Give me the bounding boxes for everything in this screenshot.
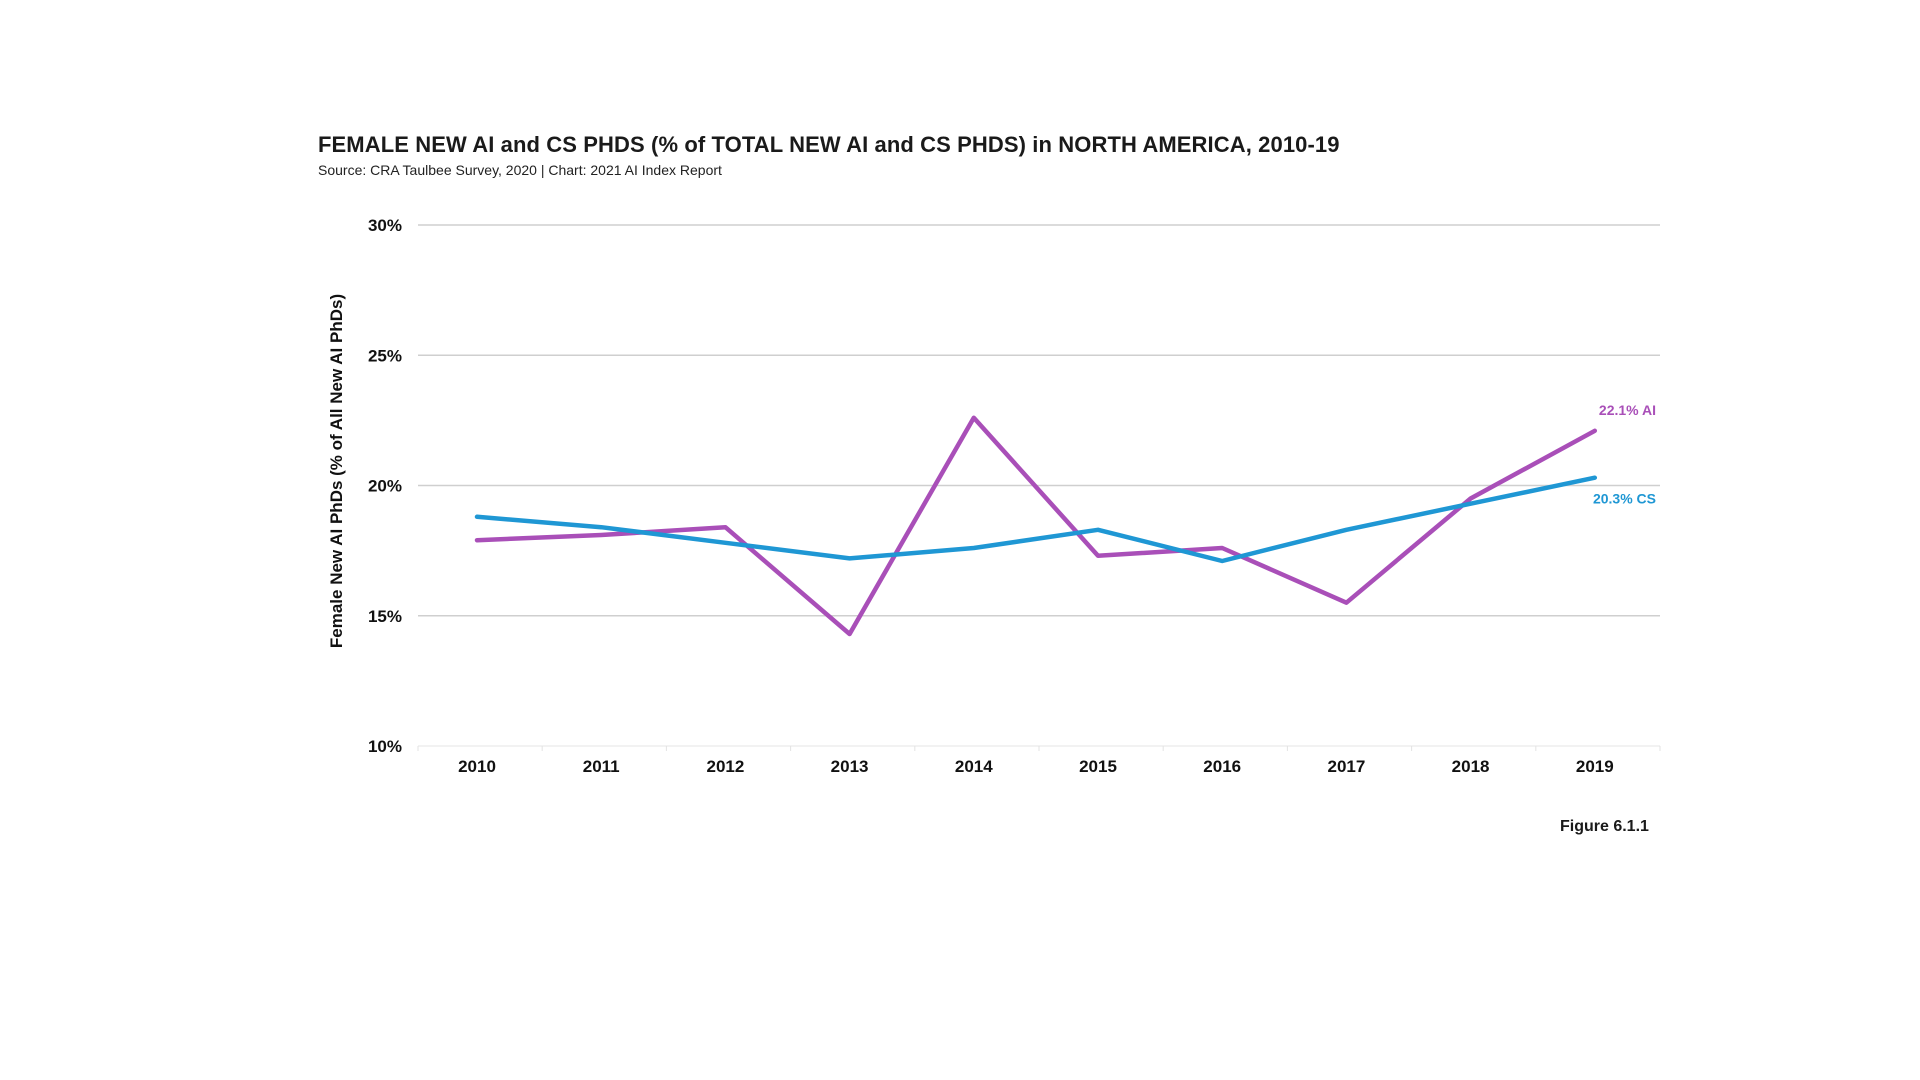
chart-title: FEMALE NEW AI and CS PHDS (% of TOTAL NE… (318, 132, 1340, 157)
y-tick-label: 10% (368, 737, 402, 756)
y-axis-title: Female New AI PhDs (% of All New AI PhDs… (327, 294, 346, 648)
y-axis-ticks: 10% 15% 20% 25% 30% (368, 216, 402, 756)
series-line-ai (474, 415, 1598, 637)
series-line-cs (474, 475, 1598, 564)
x-tick-label-2019: 2019 (1576, 757, 1614, 776)
x-tick-label-2014: 2014 (955, 757, 993, 776)
series-lines (474, 415, 1598, 637)
figure-label: Figure 6.1.1 (1560, 818, 1649, 835)
x-tick-label-2017: 2017 (1327, 757, 1365, 776)
x-tick-label-2011: 2011 (583, 757, 620, 776)
x-tick-label-2018: 2018 (1452, 757, 1490, 776)
y-tick-label: 25% (368, 346, 402, 365)
x-axis-ticks: 2010 2011 2012 2013 2014 2015 2016 2017 2018 2019 (417, 746, 1661, 776)
x-tick-label-2012: 2012 (706, 757, 744, 776)
x-tick-label-2013: 2013 (831, 757, 869, 776)
x-tick-label-2010: 2010 (458, 757, 496, 776)
chart-subtitle: Source: CRA Taulbee Survey, 2020 | Chart… (318, 162, 722, 178)
y-tick-label: 20% (368, 477, 402, 496)
x-tick-label-2015: 2015 (1079, 757, 1117, 776)
y-tick-label: 15% (368, 607, 402, 626)
x-tick-label-2016: 2016 (1203, 757, 1241, 776)
end-label-cs: 20.3% CS (1593, 491, 1656, 507)
gridlines (418, 224, 1660, 747)
end-labels: 22.1% AI 20.3% CS (1593, 402, 1656, 507)
end-label-ai: 22.1% AI (1599, 402, 1656, 418)
y-tick-label: 30% (368, 216, 402, 235)
